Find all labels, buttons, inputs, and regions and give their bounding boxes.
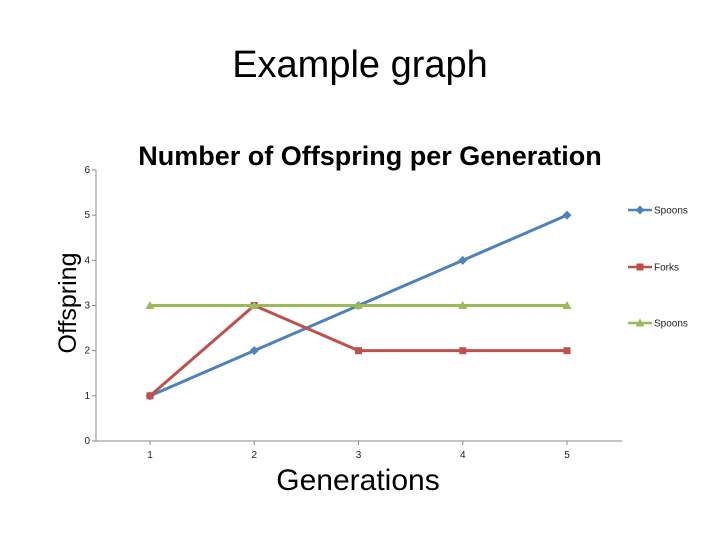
data-point-marker [459, 347, 467, 355]
y-tick-label: 0 [84, 436, 90, 447]
legend-label: Forks [654, 263, 679, 274]
x-tick-label: 5 [564, 450, 570, 461]
y-tick-label: 3 [84, 301, 90, 312]
x-axis-label: Generations [276, 464, 439, 497]
legend-item: Forks [628, 263, 679, 274]
data-point-marker [563, 347, 571, 355]
data-point-marker [145, 301, 155, 309]
legend-label: Spoons [654, 319, 688, 330]
legend-item: Spoons [628, 205, 688, 217]
data-point-marker [146, 392, 154, 400]
x-tick-label: 2 [251, 450, 257, 461]
data-point-marker [249, 301, 259, 309]
legend-marker [635, 205, 645, 215]
data-point-marker [562, 210, 572, 220]
data-point-marker [354, 301, 363, 309]
data-point-marker [249, 346, 259, 356]
chart-title: Number of Offspring per Generation [138, 141, 602, 171]
series-2 [145, 301, 572, 309]
data-point-marker [355, 347, 362, 355]
slide-title: Example graph [232, 44, 488, 86]
y-tick-label: 1 [84, 391, 90, 402]
y-tick-label: 5 [84, 210, 90, 221]
data-point-marker [458, 255, 468, 265]
x-tick-label: 3 [356, 450, 362, 461]
x-tick-label: 1 [147, 450, 153, 461]
legend-item: Spoons [628, 318, 688, 330]
data-point-marker [458, 301, 468, 309]
y-axis-label: Offspring [54, 253, 82, 354]
y-tick-label: 6 [84, 165, 90, 176]
y-tick-label: 2 [84, 346, 90, 357]
legend-label: Spoons [654, 206, 688, 217]
data-point-marker [562, 301, 572, 309]
legend-marker [636, 263, 644, 271]
x-tick-label: 4 [460, 450, 466, 461]
y-tick-label: 4 [84, 255, 90, 266]
legend-marker [635, 318, 645, 327]
series-1 [146, 302, 571, 400]
